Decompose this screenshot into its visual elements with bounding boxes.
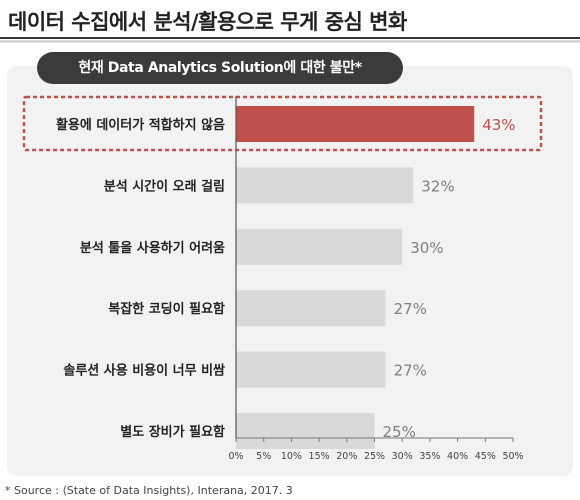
value-label: 43% xyxy=(482,116,515,134)
x-tick-label: 0% xyxy=(228,451,243,462)
title-divider xyxy=(0,37,580,39)
source-note: * Source : ⟨State of Data Insights⟩, Int… xyxy=(5,484,293,497)
bar xyxy=(236,228,403,265)
category-label: 활용에 데이터가 적합하지 않음 xyxy=(56,117,225,133)
value-label: 25% xyxy=(383,423,416,441)
x-tick-label: 50% xyxy=(502,451,523,462)
title-divider-shadow xyxy=(0,40,580,43)
value-label: 30% xyxy=(410,239,443,257)
value-label: 32% xyxy=(421,177,454,195)
category-label: 솔루션 사용 비용이 너무 비쌈 xyxy=(63,363,225,379)
x-tick-label: 35% xyxy=(419,451,440,462)
category-label: 분석 툴을 사용하기 어려움 xyxy=(80,240,225,256)
chart-title: 현재 Data Analytics Solution에 대한 불만* xyxy=(37,52,403,84)
x-tick-label: 30% xyxy=(392,451,413,462)
category-label: 복잡한 코딩이 필요함 xyxy=(108,301,225,317)
x-tick-label: 40% xyxy=(447,451,468,462)
page-title: 데이터 수집에서 분석/활용으로 무게 중심 변화 xyxy=(8,10,407,34)
x-tick-label: 20% xyxy=(336,451,357,462)
value-label: 27% xyxy=(394,362,427,380)
highlight-frame xyxy=(22,95,543,152)
category-label: 별도 장비가 필요함 xyxy=(120,424,225,440)
x-tick-label: 5% xyxy=(256,451,271,462)
bar xyxy=(236,106,475,142)
x-tick-label: 25% xyxy=(364,451,385,462)
bar xyxy=(236,351,386,388)
bar xyxy=(236,290,386,327)
category-label: 분석 시간이 오래 걸림 xyxy=(104,178,225,194)
x-tick-label: 10% xyxy=(281,451,302,462)
x-tick-label: 45% xyxy=(475,451,496,462)
bar xyxy=(236,167,414,204)
value-label: 27% xyxy=(394,300,427,318)
x-tick-label: 15% xyxy=(309,451,330,462)
bar xyxy=(236,413,375,449)
